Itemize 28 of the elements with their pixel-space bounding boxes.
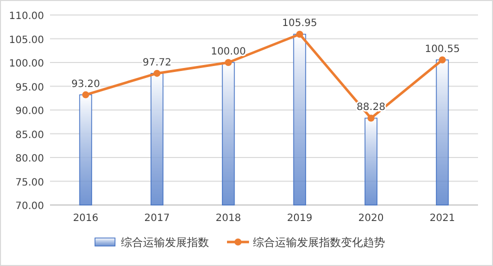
text: 105.95 bbox=[282, 18, 318, 30]
legend-label: 综合运输发展指数变化趋势 bbox=[253, 236, 385, 249]
x-tick-label: 2019 bbox=[286, 213, 312, 224]
y-tick-label: 105.00 bbox=[9, 34, 44, 46]
x-tick-label: 2016 bbox=[72, 213, 98, 224]
text: 100.55 bbox=[424, 44, 460, 55]
y-tick-label: 85.00 bbox=[15, 130, 44, 141]
point bbox=[438, 56, 446, 64]
legend-label: 综合运输发展指数 bbox=[121, 236, 209, 249]
y-tick-label: 75.00 bbox=[15, 177, 44, 188]
y-tick-label: 110.00 bbox=[9, 11, 44, 22]
x-tick-label: 2018 bbox=[216, 213, 242, 224]
point bbox=[82, 91, 90, 98]
point bbox=[224, 59, 232, 66]
point bbox=[296, 30, 304, 38]
y-tick-label: 90.00 bbox=[15, 106, 44, 117]
y-tick-label: 70.00 bbox=[15, 201, 44, 212]
point bbox=[154, 70, 160, 77]
x-tick-label: 2017 bbox=[144, 213, 170, 224]
y-tick-label: 80.00 bbox=[15, 154, 44, 164]
y-tick-label: 100.00 bbox=[9, 58, 44, 70]
text: 100.00 bbox=[210, 46, 246, 58]
x-tick-label: 2020 bbox=[358, 213, 384, 224]
text: 97.72 bbox=[142, 57, 172, 68]
y-tick-label: 95.00 bbox=[15, 82, 44, 94]
point bbox=[368, 114, 374, 122]
x-tick-label: 2021 bbox=[430, 213, 456, 224]
text: 93.20 bbox=[71, 78, 100, 90]
